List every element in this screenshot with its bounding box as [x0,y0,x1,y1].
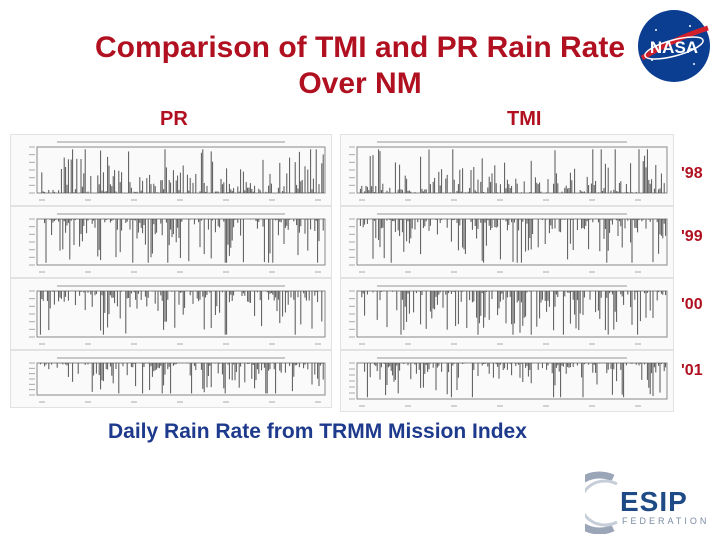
pr-panel-1999 [10,206,332,278]
tmi-panel-1998 [340,134,674,206]
slide-title: Comparison of TMI and PR Rain Rate Over … [0,30,720,102]
year-label-98: '98 [681,165,703,182]
title-line-2: Over NM [298,67,422,100]
tmi-chart-2001 [349,357,668,407]
esip-swoosh-icon [585,471,618,534]
year-label-00: '00 [681,296,703,313]
pr-panel-1998 [10,134,332,206]
plot-frame [36,146,326,194]
pr-panel-2000 [10,278,332,350]
pr-column-label: PR [160,108,188,130]
tmi-panel-1999 [340,206,674,278]
pr-panel-2001 [10,350,332,408]
tmi-chart-1999 [349,213,668,273]
tmi-column-label: TMI [507,108,542,130]
plot-frame [36,290,326,338]
nasa-logo-icon: NASA [638,10,710,82]
pr-chart-2001 [29,357,326,403]
title-line-1: Comparison of TMI and PR Rain Rate [94,31,626,64]
tmi-chart-1998 [349,141,668,201]
esip-logo-subtext: FEDERATION [622,516,710,526]
tmi-chart-2000 [349,285,668,345]
esip-logo-text: ESIP [620,486,688,517]
year-label-01: '01 [681,362,703,379]
pr-chart-1998 [29,141,326,201]
plot-frame [36,218,326,266]
pr-chart-1999 [29,213,326,273]
slide-caption: Daily Rain Rate from TRMM Mission Index [108,420,527,443]
nasa-logo-text: NASA [650,38,698,57]
year-label-99: '99 [681,228,703,245]
plot-frame [36,362,326,396]
tmi-panel-2000 [340,278,674,350]
tmi-panel-2001 [340,350,674,412]
pr-chart-2000 [29,285,326,345]
